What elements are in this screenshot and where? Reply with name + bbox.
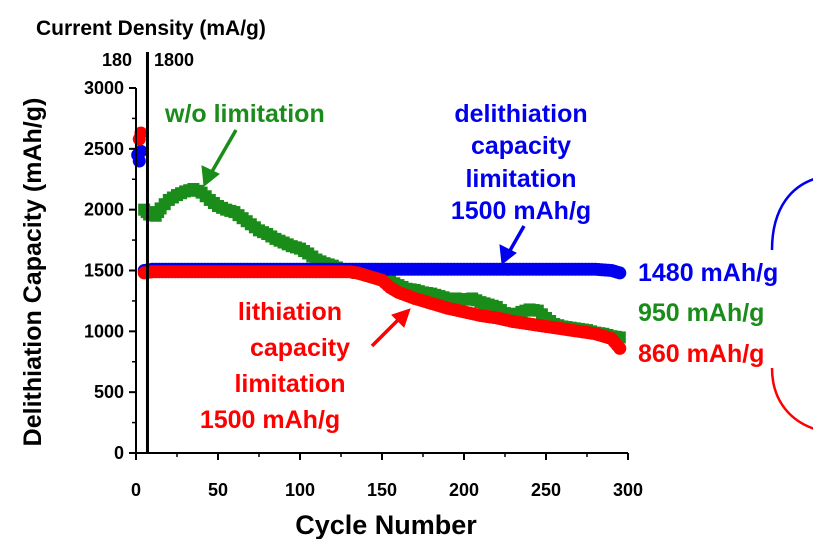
x-tick-label: 250 (531, 480, 561, 500)
end-label-red: 860 mAh/g (638, 340, 764, 368)
lith-line-2: capacity (250, 334, 350, 362)
x-tick-label: 50 (208, 480, 228, 500)
x-tick-label: 0 (131, 480, 141, 500)
curve-red-arc (770, 367, 813, 430)
top-axis-label-180: 180 (102, 50, 132, 70)
arrow-blue (499, 225, 526, 265)
y-tick-label: 1000 (84, 321, 124, 341)
data-point (613, 341, 627, 355)
plot-area (131, 126, 627, 355)
top-axis-label-1800: 1800 (154, 50, 194, 70)
data-point (134, 126, 148, 140)
data-point (613, 266, 627, 280)
annotation-lithiation-limitation: lithiation capacity limitation 1500 mAh/… (200, 298, 350, 434)
delith-line-3: limitation (465, 165, 576, 193)
y-tick-label: 500 (94, 382, 124, 402)
delith-line-4: 1500 mAh/g (451, 197, 591, 225)
series-red (132, 126, 627, 355)
y-tick-label: 0 (114, 443, 124, 463)
arrow-green (201, 129, 238, 187)
annotation-wo-limitation: w/o limitation (164, 100, 325, 128)
arrow-red (370, 308, 411, 348)
y-tick-label: 2000 (84, 200, 124, 220)
top-axis-title: Current Density (mA/g) (36, 17, 266, 40)
lith-line-1: lithiation (238, 298, 342, 326)
lith-line-3: limitation (234, 370, 345, 398)
y-tick-label: 3000 (84, 78, 124, 98)
axes: 0 500 1000 1500 2000 2500 3000 0 50 100 150 200 250 3… (84, 52, 643, 500)
y-tick-label: 2500 (84, 139, 124, 159)
end-label-blue: 1480 mAh/g (638, 259, 778, 287)
end-label-green: 950 mAh/g (638, 299, 764, 327)
curve-blue-arc (770, 178, 813, 251)
lith-line-4: 1500 mAh/g (200, 406, 340, 434)
annotation-delithiation-limitation: delithiation capacity limitation 1500 mA… (451, 100, 591, 225)
x-tick-label: 100 (285, 480, 315, 500)
x-axis-title: Cycle Number (295, 510, 477, 539)
y-tick-label: 1500 (84, 261, 124, 281)
delith-line-2: capacity (471, 132, 571, 160)
data-point (134, 144, 148, 158)
delith-line-1: delithiation (454, 100, 587, 128)
x-tick-label: 150 (367, 480, 397, 500)
x-tick-label: 300 (613, 480, 643, 500)
x-tick-label: 200 (449, 480, 479, 500)
y-axis-title: Delithiation Capacity (mAh/g) (19, 98, 47, 447)
